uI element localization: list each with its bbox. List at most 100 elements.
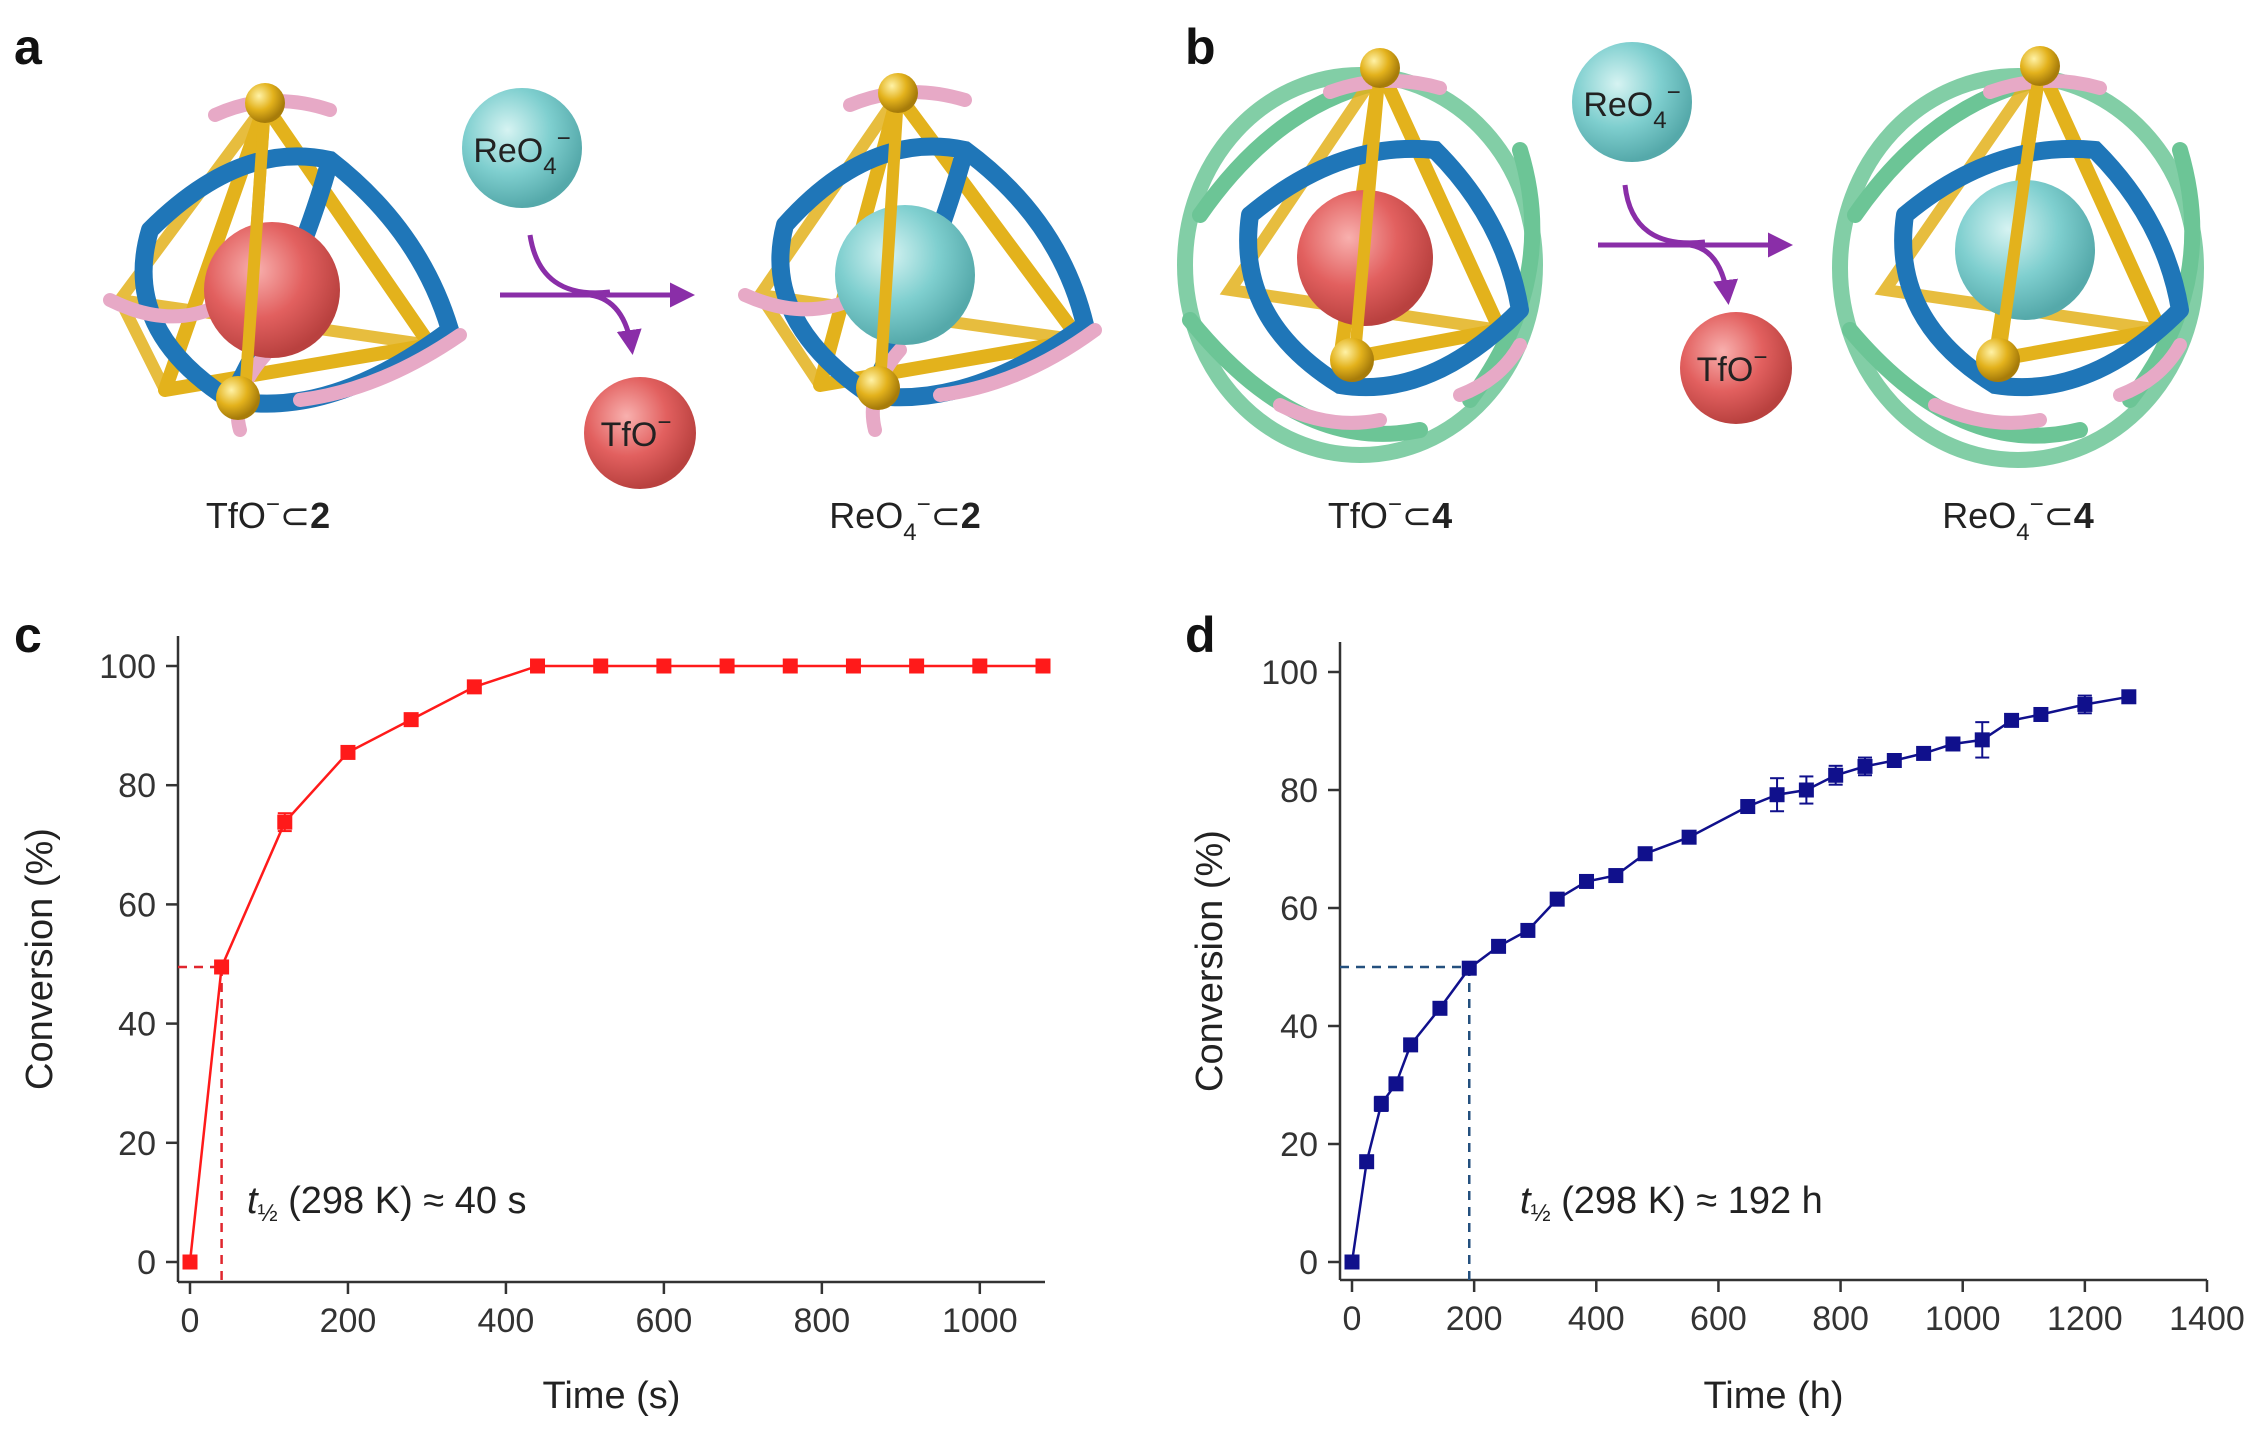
- data-point: [277, 814, 293, 830]
- panel-letter-d: d: [1185, 607, 1216, 663]
- exchange-arrow-a: [500, 234, 695, 355]
- data-point: [2033, 706, 2049, 722]
- y-tick-label: 100: [1261, 654, 1318, 692]
- data-point: [2077, 696, 2093, 712]
- panel-b: b ReO4− TfO−: [1177, 19, 2204, 546]
- label-tfo-in-4: TfO−⊂4: [1328, 491, 1452, 536]
- y-tick-label: 80: [118, 767, 156, 805]
- guest-sphere-reo4: [835, 205, 975, 345]
- y-tick-label: 80: [1280, 772, 1318, 810]
- x-axis-title: Time (h): [1703, 1375, 1843, 1417]
- metal-node: [1976, 338, 2020, 382]
- data-point: [1344, 1254, 1360, 1270]
- half-life-annotation: t½ (298 K) ≈ 40 s: [247, 1180, 527, 1227]
- metal-node: [245, 83, 285, 123]
- incoming-label-b: ReO4−: [1583, 79, 1680, 134]
- y-tick-label: 0: [137, 1244, 156, 1282]
- metal-node: [216, 376, 260, 420]
- y-axis-title: Conversion (%): [1189, 830, 1231, 1092]
- panel-letter-a: a: [14, 19, 43, 75]
- incoming-anion-b: ReO4−: [1572, 42, 1692, 162]
- data-point: [1520, 922, 1536, 938]
- outgoing-label-a: TfO−: [601, 409, 672, 454]
- series-line: [188, 664, 1043, 1263]
- x-tick-label: 200: [320, 1302, 377, 1340]
- metal-node: [1330, 338, 1374, 382]
- data-point: [1491, 938, 1507, 954]
- data-point: [182, 1254, 198, 1270]
- data-point: [909, 658, 925, 674]
- incoming-anion-a: ReO4−: [462, 88, 582, 208]
- data-point: [1637, 846, 1653, 862]
- half-life-annotation: t½ (298 K) ≈ 192 h: [1520, 1180, 1823, 1227]
- data-point: [1974, 732, 1990, 748]
- data-point: [2004, 712, 2020, 728]
- data-point: [403, 712, 419, 728]
- data-point: [340, 744, 356, 760]
- x-tick-label: 0: [1343, 1300, 1362, 1338]
- data-point: [530, 658, 546, 674]
- x-tick-label: 800: [793, 1302, 850, 1340]
- label-tfo-in-2: TfO−⊂2: [206, 491, 330, 536]
- panel-letter-c: c: [14, 607, 42, 663]
- metal-node: [1360, 48, 1400, 88]
- cage-tfo-2: [103, 83, 467, 437]
- x-tick-label: 800: [1812, 1300, 1869, 1338]
- data-point: [1769, 787, 1785, 803]
- data-point: [1740, 799, 1756, 815]
- data-point: [1916, 745, 1932, 761]
- data-point: [972, 658, 988, 674]
- y-tick-label: 20: [118, 1125, 156, 1163]
- data-point: [656, 658, 672, 674]
- data-point: [466, 679, 482, 695]
- metal-node: [856, 366, 900, 410]
- panel-a: a ReO4− TfO−: [14, 19, 1102, 546]
- data-point: [1945, 736, 1961, 752]
- exchange-arrow-b: [1598, 184, 1793, 305]
- data-point: [1828, 767, 1844, 783]
- panel-letter-b: b: [1185, 19, 1216, 75]
- data-point: [782, 658, 798, 674]
- metal-node: [2020, 46, 2060, 86]
- data-point: [1579, 873, 1595, 889]
- data-point: [1373, 1096, 1389, 1112]
- guest-sphere-reo4: [1955, 180, 2095, 320]
- y-axis-title: Conversion (%): [19, 828, 61, 1090]
- x-tick-label: 400: [478, 1302, 535, 1340]
- data-point: [719, 658, 735, 674]
- data-point: [1681, 829, 1697, 845]
- outgoing-label-b: TfO−: [1697, 344, 1768, 389]
- y-tick-label: 0: [1299, 1244, 1318, 1282]
- x-tick-label: 600: [636, 1302, 693, 1340]
- y-tick-label: 20: [1280, 1126, 1318, 1164]
- x-tick-label: 600: [1690, 1300, 1747, 1338]
- label-reo4-in-4: ReO4−⊂4: [1942, 491, 2094, 546]
- x-tick-label: 400: [1568, 1300, 1625, 1338]
- x-tick-label: 1000: [942, 1302, 1018, 1340]
- data-point: [214, 959, 230, 975]
- cage-reo4-2: [738, 73, 1102, 437]
- y-tick-label: 40: [118, 1006, 156, 1044]
- x-tick-label: 1400: [2169, 1300, 2245, 1338]
- incoming-label-a: ReO4−: [473, 125, 570, 180]
- data-point: [1549, 891, 1565, 907]
- y-tick-label: 60: [118, 886, 156, 924]
- metal-node: [878, 73, 918, 113]
- cage-tfo-4: [1177, 48, 1543, 463]
- y-tick-label: 100: [99, 648, 156, 686]
- x-tick-label: 200: [1446, 1300, 1503, 1338]
- x-axis-title: Time (s): [543, 1375, 681, 1417]
- data-point: [1432, 1000, 1448, 1016]
- data-point: [1403, 1037, 1419, 1053]
- y-tick-label: 60: [1280, 890, 1318, 928]
- data-point: [1857, 758, 1873, 774]
- data-point: [2121, 689, 2137, 705]
- guest-sphere-tfo: [204, 222, 340, 358]
- data-point: [1035, 658, 1051, 674]
- y-tick-label: 40: [1280, 1008, 1318, 1046]
- label-reo4-in-2: ReO4−⊂2: [829, 491, 981, 546]
- cage-reo4-4: [1832, 46, 2204, 468]
